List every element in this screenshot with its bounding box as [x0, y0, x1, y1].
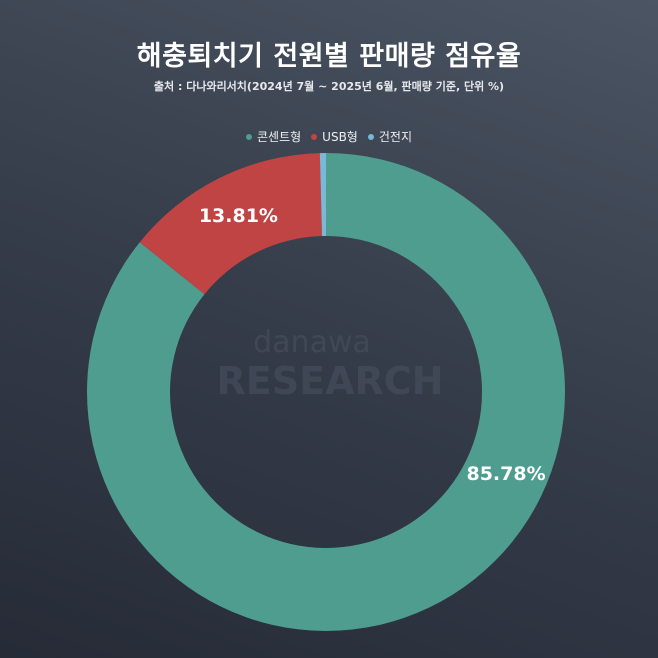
legend-label: 건전지 — [378, 130, 412, 144]
svg-text:RESEARCH: RESEARCH — [217, 359, 444, 403]
legend: 콘센트형 USB형 건전지 — [0, 128, 658, 145]
svg-text:danawa: danawa — [253, 325, 371, 360]
legend-marker — [311, 133, 318, 140]
chart-title: 해충퇴치기 전원별 판매량 점유율 — [136, 41, 522, 72]
slice-0[interactable] — [86, 153, 565, 631]
chart-subtitle: 출처 : 다나와리서치(2024년 7월 ~ 2025년 6월, 판매량 기준,… — [153, 80, 505, 93]
slice-2[interactable] — [319, 153, 326, 237]
slice-1[interactable] — [139, 153, 322, 295]
legend-item-1[interactable]: USB형 — [311, 128, 358, 145]
legend-marker — [367, 133, 374, 140]
data-label-1: 13.81% — [199, 205, 278, 227]
legend-label: 콘센트형 — [257, 130, 302, 144]
legend-marker — [246, 133, 252, 140]
data-label-0: 85.78% — [466, 463, 545, 485]
legend-item-2[interactable]: 건전지 — [367, 128, 412, 145]
legend-item-0[interactable]: 콘센트형 — [246, 128, 301, 145]
legend-label: USB형 — [322, 130, 358, 144]
watermark: danawa RESEARCH — [217, 325, 444, 403]
